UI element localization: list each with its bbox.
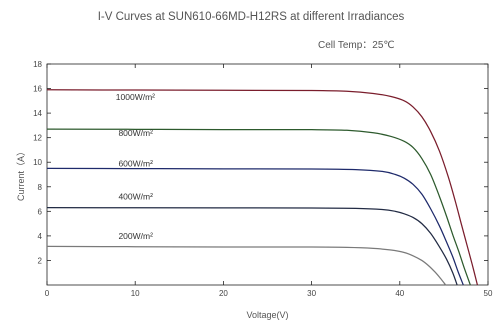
axis-ticks: 0 10 20 30 40 50 2 4 6 8 10 12 14 16 18 — [33, 60, 493, 298]
series-curves — [46, 89, 479, 286]
series-line-3 — [46, 207, 458, 286]
plot-area — [46, 63, 489, 286]
series-label-2: 600W/m² — [118, 159, 153, 169]
y-tick-label-2: 6 — [38, 207, 43, 216]
x-tick-label-1: 10 — [131, 289, 140, 298]
series-labels: 1000W/m² 800W/m² 600W/m² 400W/m² 200W/m² — [116, 92, 155, 241]
x-tick-label-0: 0 — [45, 289, 50, 298]
y-tick-label-8: 18 — [33, 60, 42, 69]
x-axis-label: Voltage(V) — [246, 310, 288, 320]
chart-title: I-V Curves at SUN610-66MD-H12RS at diffe… — [98, 11, 405, 23]
series-label-0: 1000W/m² — [116, 92, 155, 102]
x-tick-label-3: 30 — [307, 289, 316, 298]
series-label-3: 400W/m² — [118, 192, 153, 202]
series-label-4: 200W/m² — [118, 231, 153, 241]
x-tick-label-4: 40 — [395, 289, 404, 298]
series-line-4 — [46, 245, 447, 286]
y-tick-label-4: 10 — [33, 158, 42, 167]
y-tick-label-0: 2 — [38, 256, 43, 265]
y-tick-label-6: 14 — [33, 109, 42, 118]
series-line-1 — [46, 128, 471, 286]
series-line-2 — [46, 167, 464, 286]
y-tick-label-7: 16 — [33, 85, 42, 94]
series-label-1: 800W/m² — [118, 128, 153, 138]
y-tick-label-5: 12 — [33, 134, 42, 143]
cell-temp-annotation: Cell Temp：25℃ — [318, 40, 395, 51]
series-line-0 — [46, 89, 479, 286]
x-tick-label-2: 20 — [219, 289, 228, 298]
y-axis-label: Current（A） — [16, 147, 26, 201]
x-tick-label-5: 50 — [484, 289, 493, 298]
y-tick-label-1: 4 — [38, 232, 43, 241]
y-tick-label-3: 8 — [38, 183, 43, 192]
